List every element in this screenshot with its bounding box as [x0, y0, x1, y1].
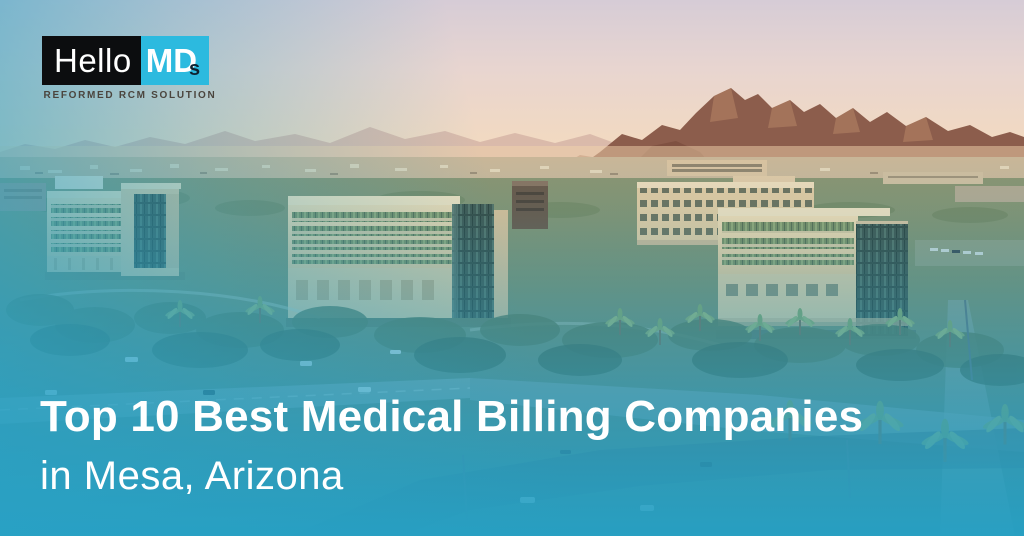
hellomds-logo: Hello MD s REFORMED RCM SOLUTION — [42, 36, 218, 101]
logo-text-md: MD — [145, 41, 198, 79]
banner-title: Top 10 Best Medical Billing Companies in… — [40, 392, 863, 499]
logo-tagline: REFORMED RCM SOLUTION — [43, 90, 217, 101]
logo-suffix-s: s — [189, 58, 201, 80]
office-building-left — [45, 183, 185, 280]
office-building-right — [716, 208, 916, 339]
title-line-1: Top 10 Best Medical Billing Companies — [40, 392, 864, 441]
logo-hello-box: Hello — [42, 36, 141, 85]
title-line-2: in Mesa, Arizona — [40, 454, 344, 498]
parking-lot — [915, 240, 1024, 266]
logo-md-box: MD s — [140, 36, 210, 85]
logo-wordmark: Hello MD s — [42, 36, 218, 85]
logo-text-hello: Hello — [54, 41, 132, 79]
